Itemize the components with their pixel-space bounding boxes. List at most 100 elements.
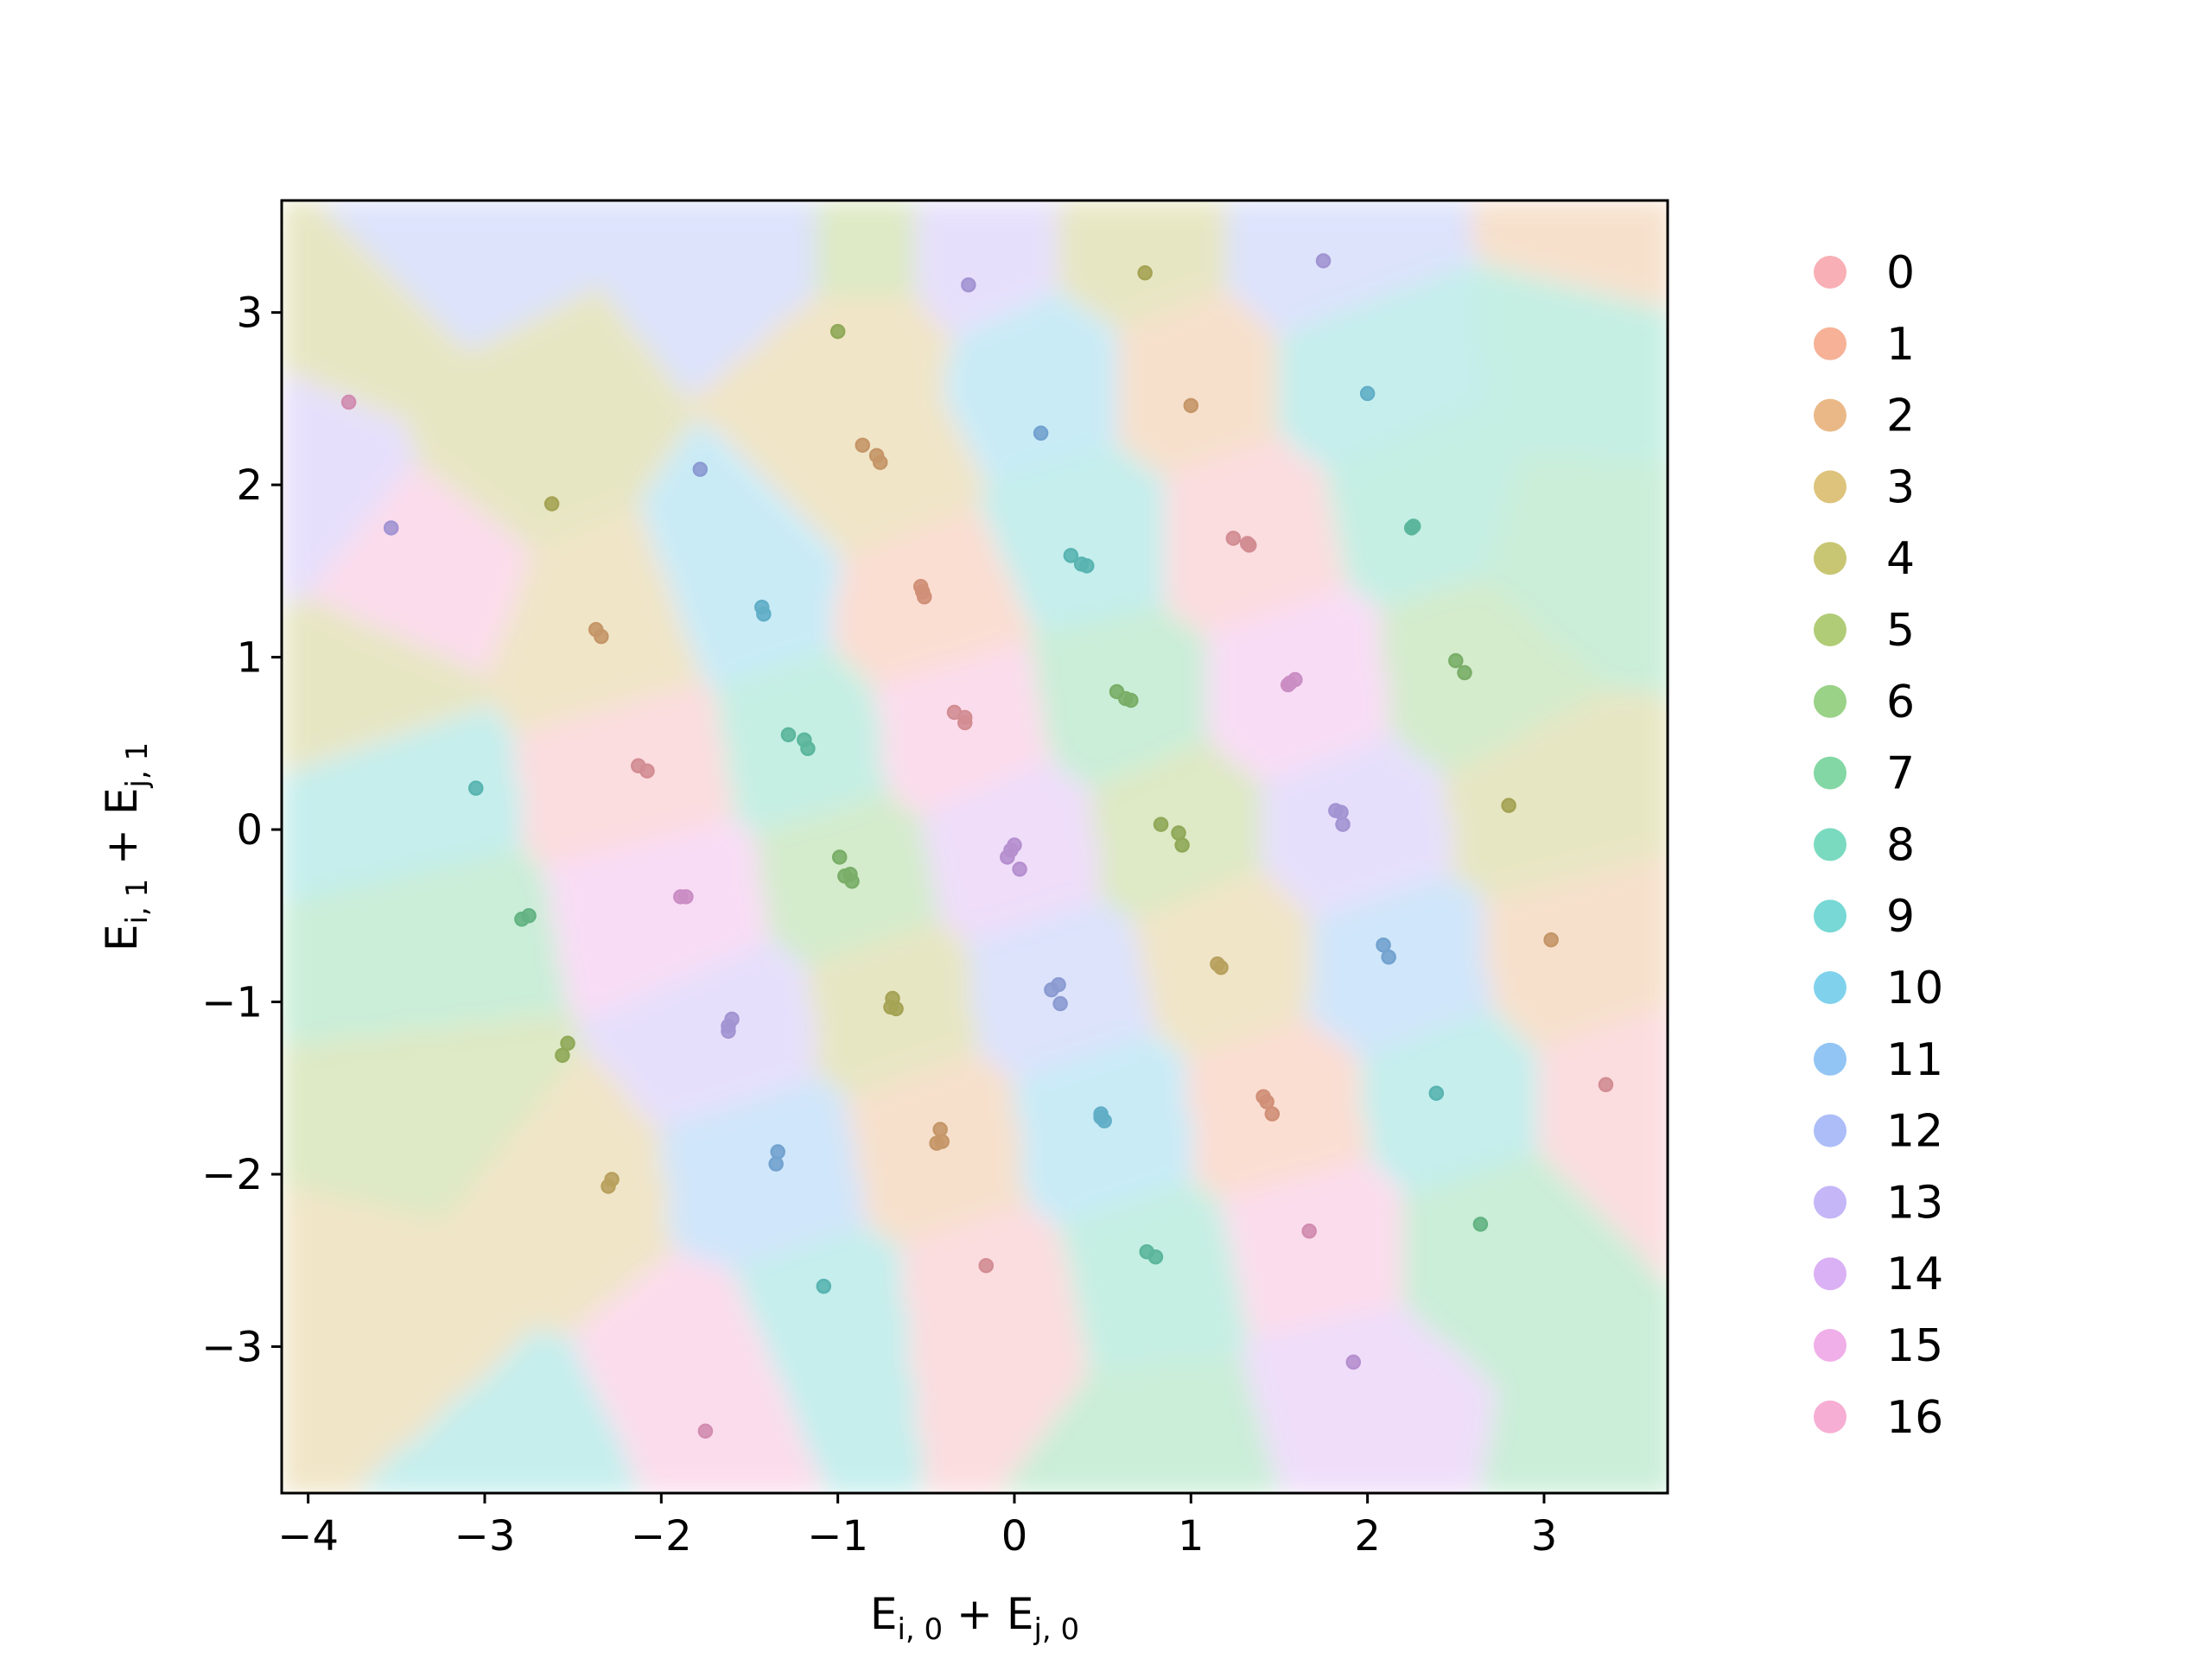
legend-label-3: 3 bbox=[1886, 461, 1915, 513]
plot-area bbox=[282, 200, 1672, 1494]
data-point-class-2 bbox=[1185, 399, 1198, 412]
data-point-class-2 bbox=[1545, 933, 1558, 946]
data-point-class-2 bbox=[856, 439, 869, 452]
data-point-class-14 bbox=[1347, 1356, 1360, 1369]
y-tick-label: 1 bbox=[236, 634, 263, 683]
y-tick-label: −1 bbox=[201, 979, 263, 1027]
data-point-class-16 bbox=[342, 396, 355, 409]
legend-label-6: 6 bbox=[1886, 677, 1915, 728]
data-point-class-2 bbox=[594, 630, 607, 643]
data-point-class-9 bbox=[469, 782, 482, 795]
data-point-class-0 bbox=[1227, 531, 1240, 544]
data-point-class-10 bbox=[1098, 1115, 1111, 1128]
x-tick-label: −2 bbox=[631, 1512, 692, 1560]
data-point-class-8 bbox=[801, 742, 814, 755]
data-point-class-6 bbox=[1449, 654, 1462, 667]
data-point-class-0 bbox=[958, 716, 971, 729]
legend-marker-10 bbox=[1814, 971, 1847, 1004]
legend-label-0: 0 bbox=[1886, 247, 1915, 299]
data-point-class-5 bbox=[831, 325, 844, 338]
data-point-class-2 bbox=[936, 1135, 949, 1148]
y-tick-label: 2 bbox=[236, 461, 263, 510]
legend-marker-2 bbox=[1814, 399, 1847, 432]
data-point-class-15 bbox=[1281, 678, 1294, 691]
data-point-class-5 bbox=[562, 1037, 575, 1050]
data-point-class-0 bbox=[1599, 1078, 1612, 1091]
data-point-class-10 bbox=[757, 607, 770, 620]
data-point-class-0 bbox=[980, 1259, 993, 1272]
data-point-class-6 bbox=[1124, 694, 1137, 707]
legend-marker-6 bbox=[1814, 685, 1847, 718]
legend-label-14: 14 bbox=[1886, 1249, 1943, 1300]
legend-marker-9 bbox=[1814, 899, 1847, 932]
data-point-class-8 bbox=[1407, 519, 1420, 532]
data-point-class-4 bbox=[1139, 266, 1152, 279]
data-point-class-12 bbox=[1054, 997, 1067, 1010]
legend-label-7: 7 bbox=[1886, 748, 1915, 800]
legend-marker-12 bbox=[1814, 1115, 1847, 1147]
data-point-class-12 bbox=[694, 463, 707, 476]
data-point-class-11 bbox=[770, 1158, 783, 1171]
data-point-class-0 bbox=[1243, 538, 1255, 551]
data-point-class-1 bbox=[918, 590, 931, 603]
data-point-class-11 bbox=[1034, 427, 1047, 440]
data-point-class-13 bbox=[1337, 818, 1350, 831]
legend-marker-1 bbox=[1814, 327, 1847, 360]
data-point-class-14 bbox=[1007, 839, 1020, 852]
legend-label-1: 1 bbox=[1886, 319, 1915, 371]
data-point-class-13 bbox=[721, 1025, 734, 1038]
legend-label-5: 5 bbox=[1886, 605, 1915, 657]
data-point-class-8 bbox=[1149, 1250, 1162, 1263]
data-point-class-16 bbox=[1303, 1224, 1316, 1237]
data-point-class-11 bbox=[1382, 950, 1395, 963]
legend-marker-16 bbox=[1814, 1401, 1847, 1433]
data-point-class-4 bbox=[890, 1002, 903, 1015]
legend-label-10: 10 bbox=[1886, 963, 1943, 1014]
data-point-class-2 bbox=[934, 1123, 947, 1136]
x-tick-label: −3 bbox=[454, 1512, 516, 1560]
data-point-class-12 bbox=[1052, 978, 1065, 991]
data-point-class-6 bbox=[1459, 666, 1471, 679]
legend-marker-13 bbox=[1814, 1185, 1847, 1218]
data-point-class-1 bbox=[1261, 1096, 1274, 1109]
data-point-class-9 bbox=[1080, 559, 1093, 572]
data-point-class-1 bbox=[1266, 1108, 1279, 1121]
legend-marker-14 bbox=[1814, 1257, 1847, 1290]
data-point-class-11 bbox=[1377, 938, 1390, 951]
data-point-class-13 bbox=[726, 1013, 739, 1026]
y-tick-label: 3 bbox=[236, 289, 263, 338]
legend-marker-4 bbox=[1814, 542, 1847, 575]
data-point-class-5 bbox=[1173, 827, 1185, 840]
legend-marker-11 bbox=[1814, 1043, 1847, 1076]
legend-label-16: 16 bbox=[1886, 1392, 1943, 1444]
data-point-class-5 bbox=[1176, 839, 1189, 852]
data-point-class-15 bbox=[679, 890, 692, 903]
data-point-class-3 bbox=[602, 1179, 615, 1192]
x-tick-label: 3 bbox=[1531, 1512, 1558, 1560]
data-point-class-11 bbox=[772, 1146, 785, 1159]
x-tick-label: −4 bbox=[277, 1512, 339, 1560]
legend-marker-5 bbox=[1814, 613, 1847, 646]
data-point-class-2 bbox=[874, 456, 887, 469]
legend-label-9: 9 bbox=[1886, 891, 1915, 943]
legend-marker-8 bbox=[1814, 828, 1847, 861]
x-tick-label: 2 bbox=[1354, 1512, 1381, 1560]
legend-label-4: 4 bbox=[1886, 533, 1915, 585]
legend-marker-15 bbox=[1814, 1329, 1847, 1362]
data-point-class-9 bbox=[1430, 1087, 1443, 1100]
data-point-class-16 bbox=[699, 1425, 712, 1438]
data-point-class-13 bbox=[385, 521, 397, 534]
data-point-class-7 bbox=[1474, 1217, 1487, 1230]
y-tick-label: −2 bbox=[201, 1151, 263, 1199]
data-point-class-4 bbox=[1503, 799, 1516, 812]
legend-marker-7 bbox=[1814, 757, 1847, 790]
data-point-class-0 bbox=[640, 765, 653, 778]
legend-label-11: 11 bbox=[1886, 1034, 1943, 1086]
legend-label-15: 15 bbox=[1886, 1320, 1943, 1372]
x-tick-label: −1 bbox=[807, 1512, 868, 1560]
legend-marker-0 bbox=[1814, 256, 1847, 289]
data-point-class-8 bbox=[782, 728, 795, 741]
data-point-class-7 bbox=[523, 909, 536, 922]
y-tick-label: 0 bbox=[236, 806, 263, 855]
